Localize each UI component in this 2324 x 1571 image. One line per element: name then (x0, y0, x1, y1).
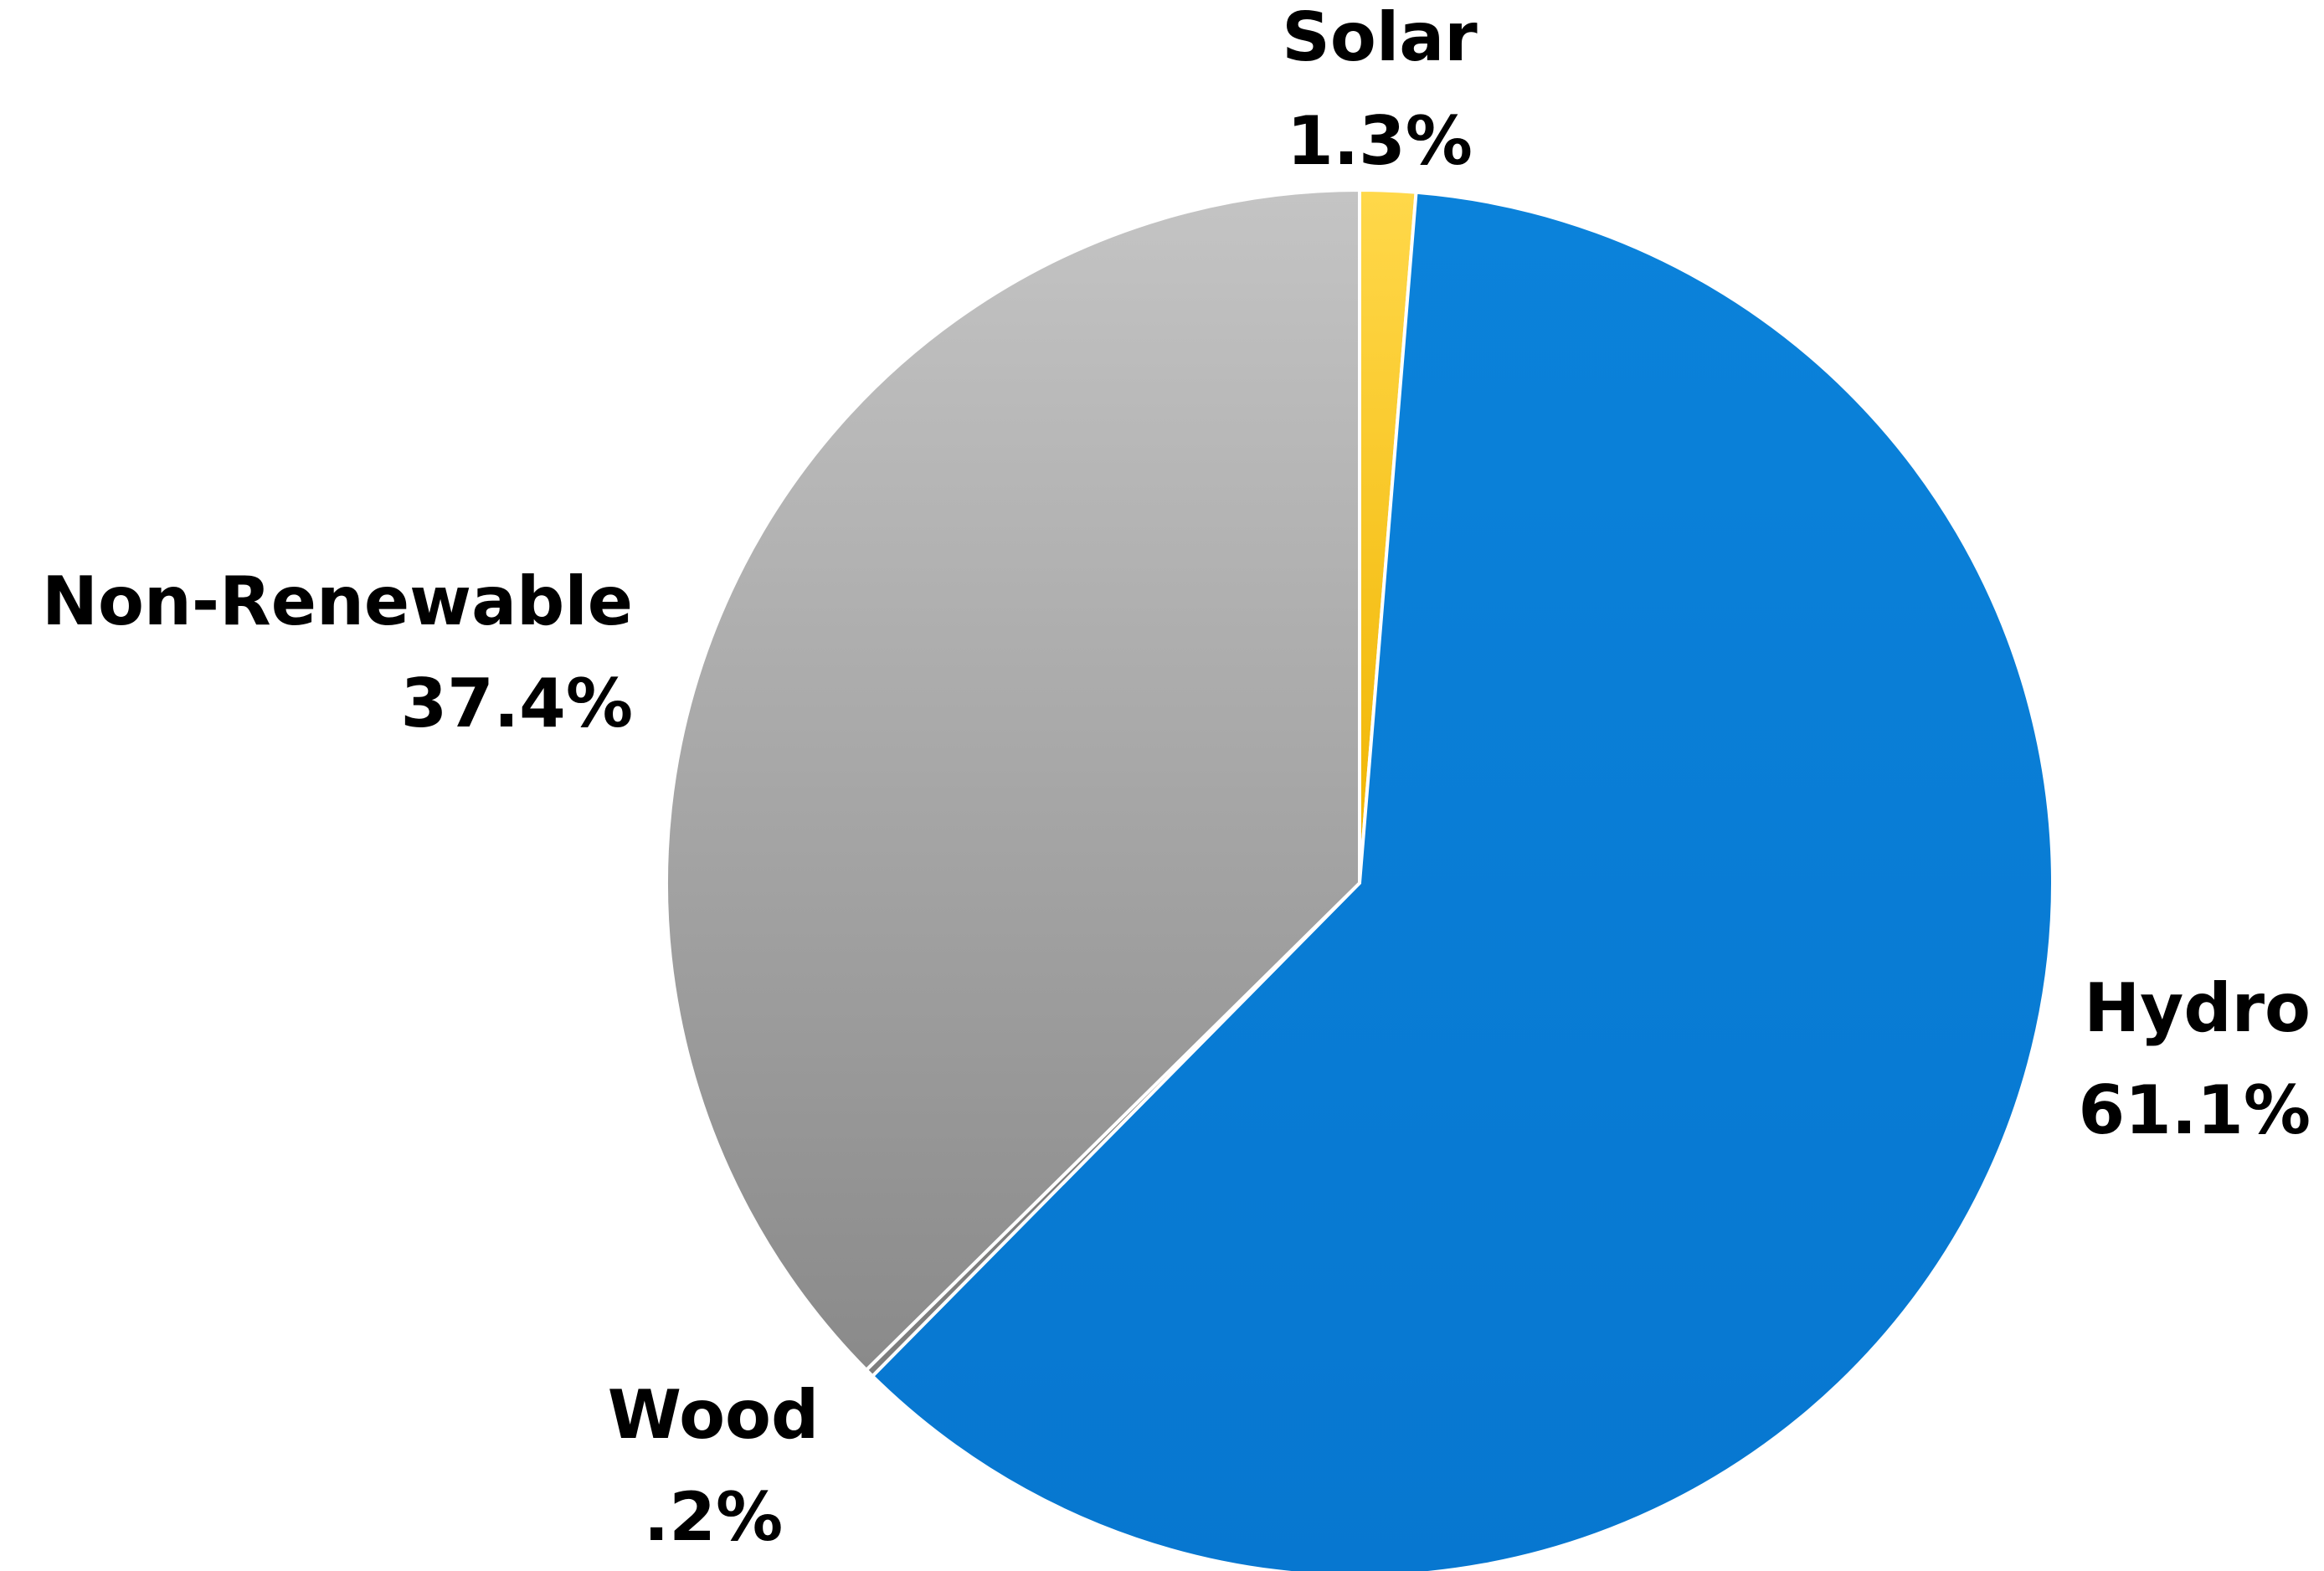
slice-value-non-renewable: 37.4% (400, 665, 633, 742)
slice-label-non-renewable: Non-Renewable (42, 562, 633, 640)
slice-value-wood: .2% (644, 1478, 783, 1556)
slice-value-solar: 1.3% (1287, 102, 1473, 180)
slice-label-wood: Wood (608, 1376, 820, 1454)
pie-slice-hydro (871, 190, 2054, 1571)
slice-value-hydro: 61.1% (2078, 1071, 2311, 1149)
pie-slices (665, 188, 2054, 1571)
slice-label-solar: Solar (1282, 0, 1478, 76)
slice-label-solar-name: Solar (1282, 0, 1478, 76)
slice-label-hydro: Hydro (2084, 969, 2311, 1047)
pie-slice-non-renewable (665, 188, 1361, 1372)
